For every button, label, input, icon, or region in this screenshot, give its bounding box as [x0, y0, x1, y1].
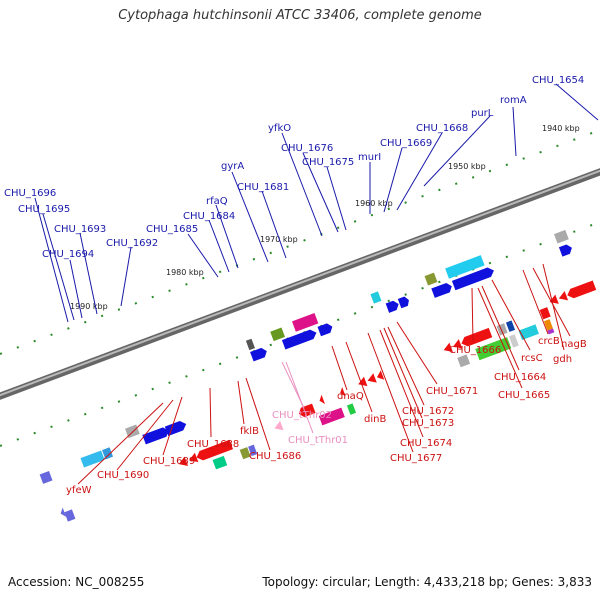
- reverse-strand-genes: [60, 280, 597, 522]
- forward-strand-genes: [39, 229, 572, 484]
- gene-label: romA: [500, 95, 527, 106]
- gene-label: gdh: [553, 354, 572, 365]
- reverse-leader-lines: [77, 263, 571, 485]
- gene-label: crcB: [538, 336, 560, 347]
- gene-label: dinB: [364, 414, 386, 425]
- gene-label: yfeW: [66, 485, 92, 496]
- gene-label: CHU_1664: [494, 372, 546, 383]
- gene-label: dnaQ: [337, 391, 364, 402]
- gene-label: CHU_1681: [237, 182, 289, 193]
- gene-label: CHU_1693: [54, 224, 106, 235]
- kbp-label: 1980 kbp: [166, 268, 204, 277]
- gene-label: CHU_1695: [18, 204, 70, 215]
- gene-label: fklB: [240, 426, 259, 437]
- forward-gene-labels: CHU_1654 romA purL CHU_1668 CHU_1669 mur…: [4, 75, 584, 260]
- gene-label: CHU_1665: [498, 390, 550, 401]
- gene-label: rcsC: [521, 353, 543, 364]
- gene-label: CHU_1672: [402, 406, 454, 417]
- gene-label: CHU_1673: [402, 418, 454, 429]
- kbp-label: 1990 kbp: [70, 302, 108, 311]
- gene-label: nagB: [561, 339, 587, 350]
- map-title: Cytophaga hutchinsonii ATCC 33406, compl…: [118, 8, 482, 23]
- gene-label: purL: [471, 108, 494, 119]
- gene-label: CHU_1669: [380, 138, 432, 149]
- gene-label: CHU_tThr02: [272, 410, 332, 421]
- gene-label: CHU_1686: [249, 451, 301, 462]
- gene-label: CHU_1675: [302, 157, 354, 168]
- kbp-label: 1960 kbp: [355, 199, 393, 208]
- trna-leader-lines: [281, 361, 314, 434]
- gene-label: CHU_1684: [183, 211, 235, 222]
- gene-label: CHU_1685: [146, 224, 198, 235]
- gene-label: CHU_1690: [97, 470, 149, 481]
- kbp-label: 1950 kbp: [448, 162, 486, 171]
- gene-label: yfkO: [268, 123, 291, 134]
- gene-label: CHU_1689: [143, 456, 195, 467]
- forward-leader-lines: [34, 83, 599, 323]
- genome-backbone: [0, 168, 600, 400]
- gene-label: CHU_1688: [187, 439, 239, 450]
- gene-label: CHU_1696: [4, 188, 56, 199]
- gene-label: CHU_1676: [281, 143, 333, 154]
- gene-label: CHU_1666: [449, 345, 501, 356]
- genome-summary-text: Topology: circular; Length: 4,433,218 bp…: [262, 575, 592, 589]
- reverse-gene-labels: nagB crcB gdh rcsC CHU_1664 CHU_1665 CHU…: [66, 336, 587, 496]
- gene-label: CHU_1668: [416, 123, 468, 134]
- gene-label: CHU_1671: [426, 386, 478, 397]
- trna-labels: CHU_tThr02 CHU_tThr01: [272, 410, 348, 446]
- gene-label: CHU_1692: [106, 238, 158, 249]
- gene-label: CHU_1654: [532, 75, 584, 86]
- gene-label: CHU_1674: [400, 438, 452, 449]
- accession-text: Accession: NC_008255: [8, 575, 145, 589]
- gene-label: gyrA: [221, 161, 244, 172]
- gene-label: CHU_tThr01: [288, 435, 348, 446]
- kbp-label: 1940 kbp: [542, 124, 580, 133]
- gene-label: murI: [358, 152, 381, 163]
- gene-label: rfaQ: [206, 196, 228, 207]
- gene-label: CHU_1677: [390, 453, 442, 464]
- gene-label: CHU_1694: [42, 249, 94, 260]
